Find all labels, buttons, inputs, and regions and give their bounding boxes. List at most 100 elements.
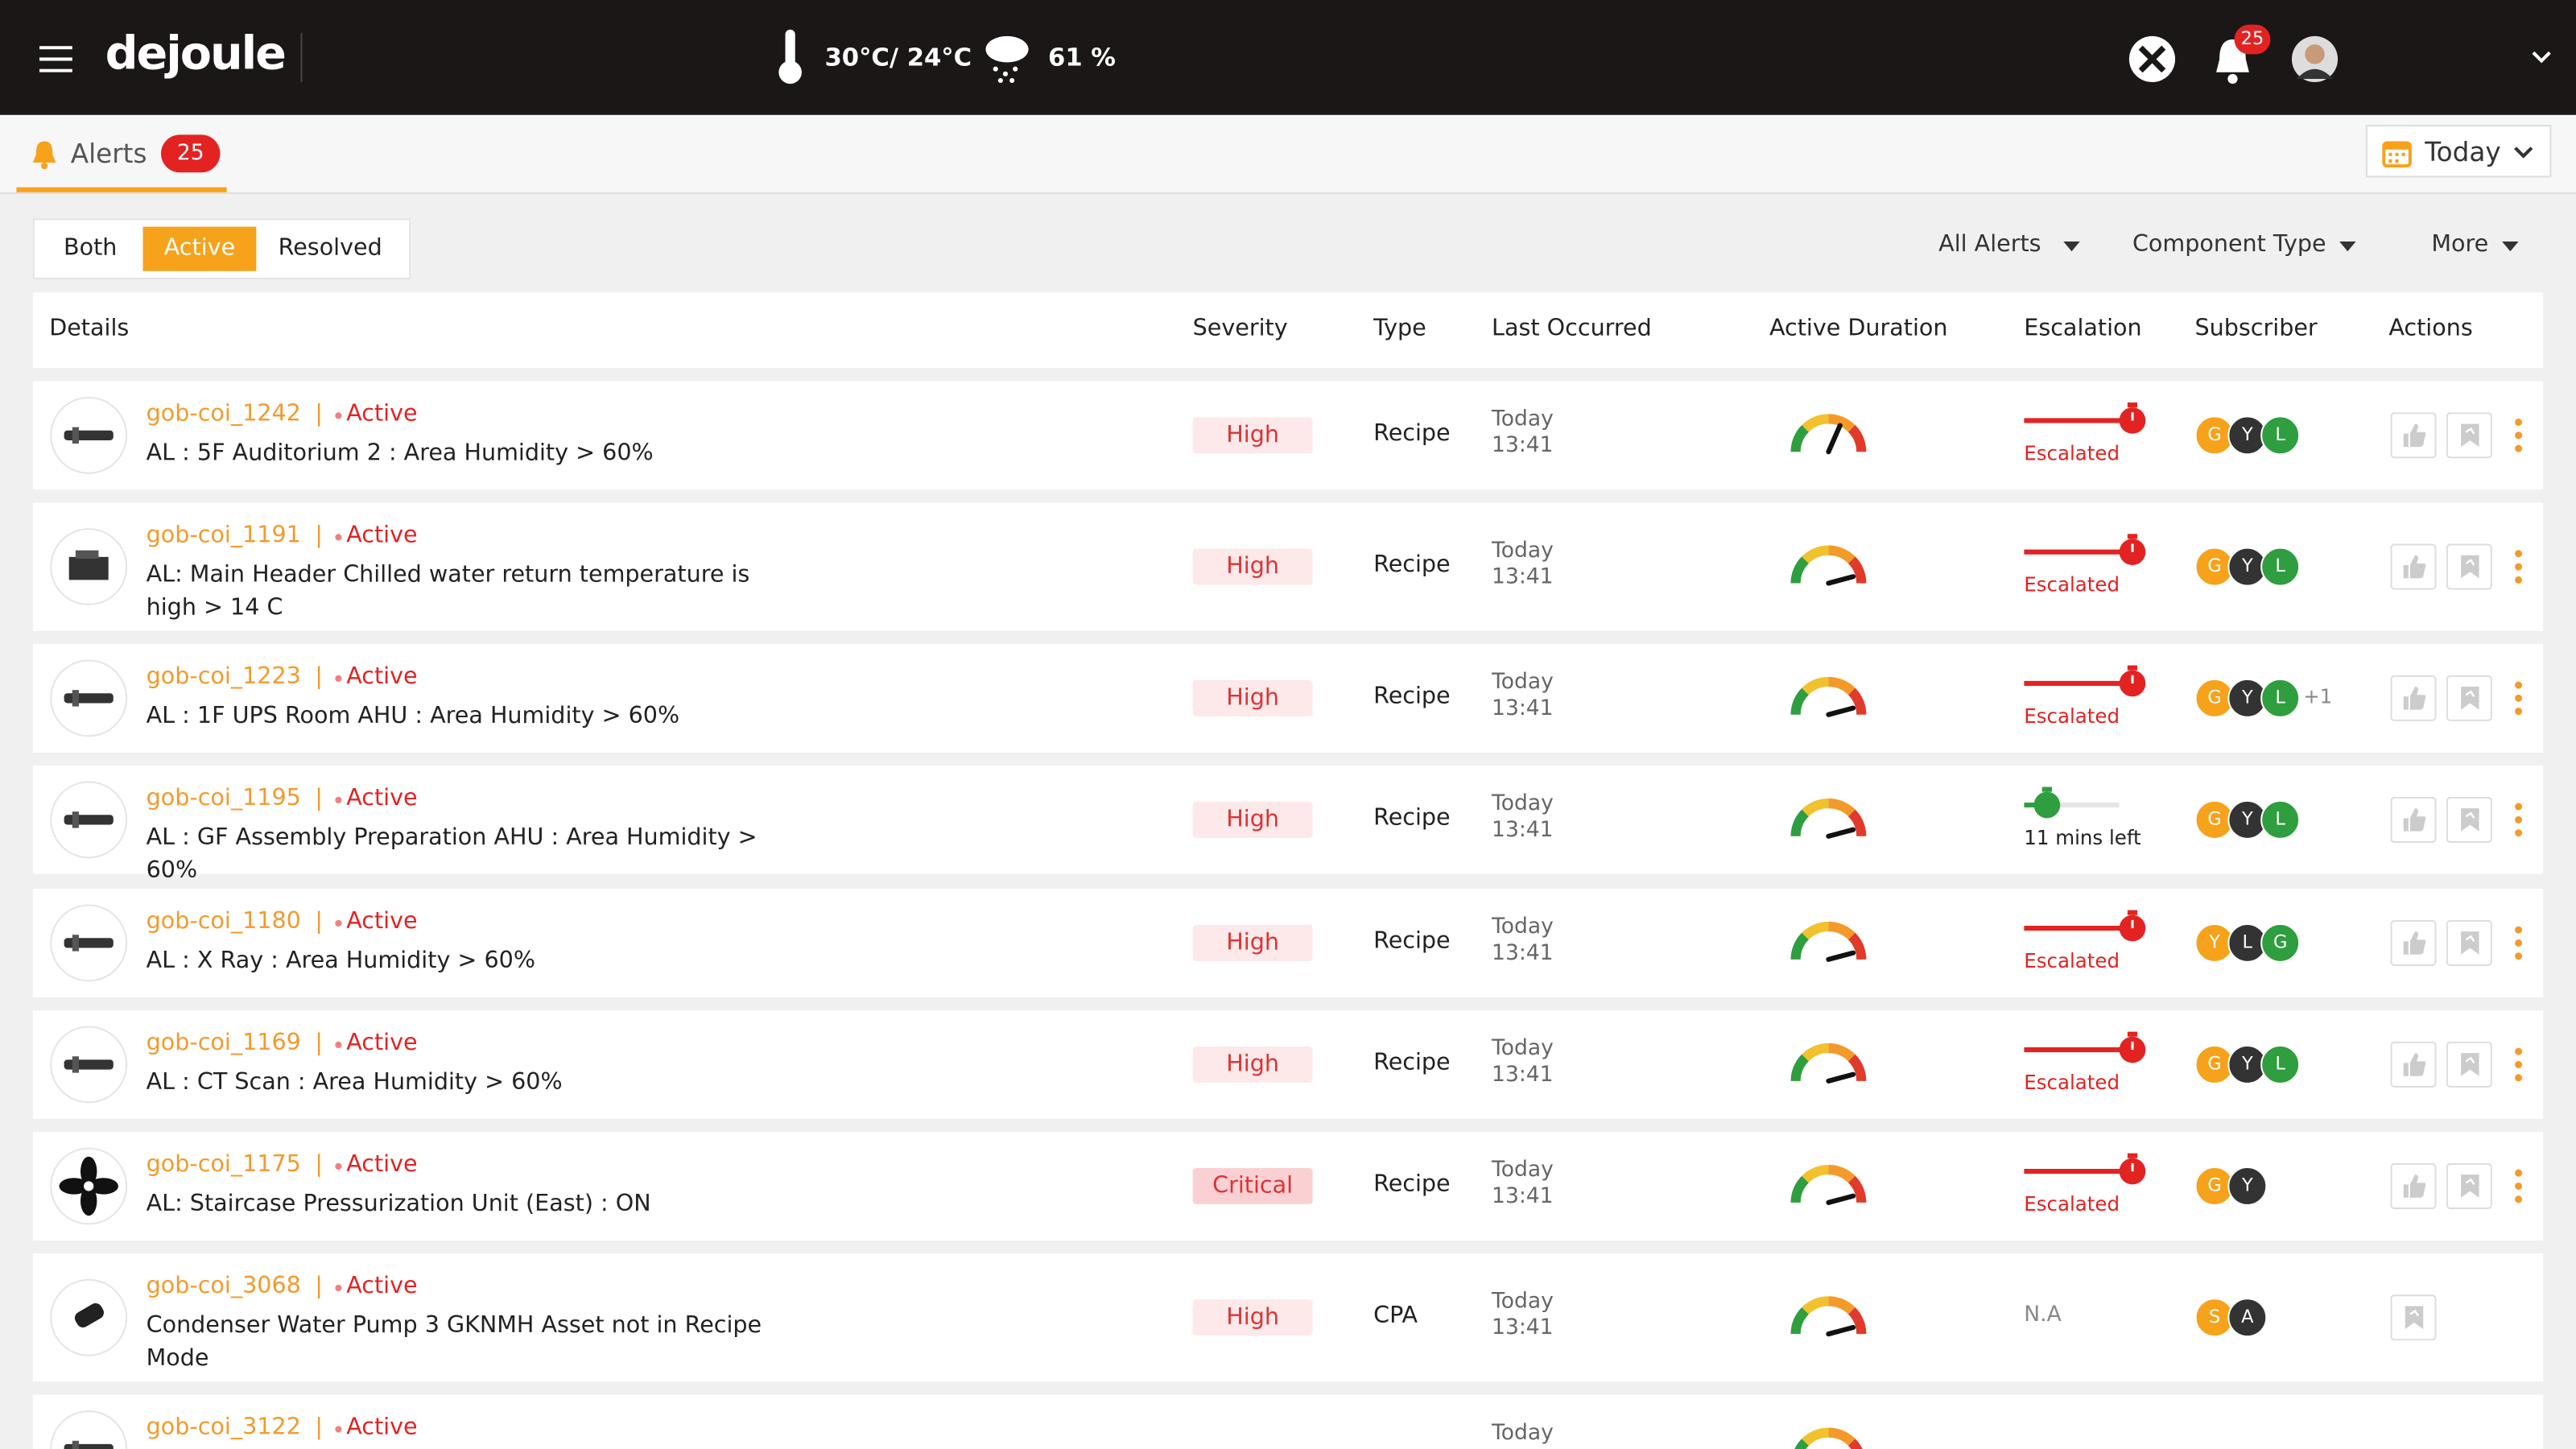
dropdown-caret bbox=[2500, 240, 2520, 253]
row-menu-button[interactable] bbox=[2512, 1168, 2524, 1204]
status-filter-option[interactable]: Both bbox=[64, 234, 118, 262]
alert-type: Recipe bbox=[1373, 928, 1451, 955]
alert-id[interactable]: gob-coi_1223 bbox=[146, 663, 301, 691]
status-filter-option[interactable]: Resolved bbox=[278, 234, 382, 262]
flag-button[interactable] bbox=[2446, 675, 2492, 721]
acknowledge-button[interactable] bbox=[2390, 796, 2437, 843]
alert-id[interactable]: gob-coi_1180 bbox=[146, 908, 301, 935]
asset-icon-part bbox=[72, 1440, 79, 1449]
alert-id[interactable]: gob-coi_1175 bbox=[146, 1151, 301, 1179]
duration-gauge-part bbox=[1828, 676, 1856, 696]
acknowledge-button-part bbox=[2390, 675, 2437, 721]
duration-gauge-part bbox=[1828, 921, 1856, 940]
alert-id[interactable]: gob-coi_3122 bbox=[146, 1414, 301, 1441]
last-occurred: 13:41 bbox=[1492, 433, 1554, 459]
asset-icon-part bbox=[84, 1181, 94, 1191]
row-menu-button[interactable] bbox=[2512, 417, 2524, 453]
duration-gauge-part bbox=[1802, 545, 1829, 564]
duration-gauge-part bbox=[1826, 827, 1856, 839]
acknowledge-button-part bbox=[2403, 1053, 2426, 1076]
flag-button[interactable] bbox=[2446, 1162, 2492, 1210]
flag-button[interactable] bbox=[2446, 1041, 2492, 1088]
asset-icon-part bbox=[50, 1026, 128, 1104]
duration-gauge-part bbox=[1802, 1427, 1829, 1447]
row-menu-button[interactable] bbox=[2512, 802, 2524, 838]
last-occurred: Today bbox=[1492, 914, 1554, 940]
menu-button[interactable] bbox=[39, 46, 76, 72]
flag-button[interactable] bbox=[2446, 919, 2492, 966]
weather-icon-part bbox=[1013, 66, 1018, 72]
row-menu-button[interactable] bbox=[2512, 925, 2524, 961]
last-occurred: Today bbox=[1492, 1290, 1554, 1315]
escalation-bar-part bbox=[2024, 1031, 2146, 1063]
flag-button[interactable] bbox=[2390, 1294, 2437, 1341]
asset-icon-part bbox=[89, 1178, 118, 1195]
alert-id[interactable]: gob-coi_1195 bbox=[146, 785, 301, 812]
divider bbox=[300, 32, 303, 83]
alerts-tab-count: 25 bbox=[160, 134, 221, 173]
acknowledge-button[interactable] bbox=[2390, 919, 2437, 966]
subscriber-avatar: L bbox=[2260, 547, 2301, 587]
flag-button[interactable] bbox=[2446, 412, 2492, 459]
row-menu-button-part bbox=[2515, 926, 2523, 934]
escalation-bar-part bbox=[2033, 791, 2061, 819]
last-occurred: 13:41 bbox=[1492, 1315, 1554, 1341]
escalation-bar bbox=[2024, 786, 2122, 822]
duration-gauge-part bbox=[1847, 1054, 1867, 1082]
escalation-status: Escalated bbox=[2024, 949, 2120, 973]
row-menu-button-part bbox=[2515, 829, 2523, 837]
user-avatar[interactable] bbox=[2290, 35, 2339, 84]
alert-id[interactable]: gob-coi_1169 bbox=[146, 1030, 301, 1057]
row-menu-button-part bbox=[2515, 576, 2523, 584]
acknowledge-button[interactable] bbox=[2390, 543, 2437, 590]
alert-row bbox=[32, 1394, 2544, 1449]
acknowledge-button-part bbox=[2390, 796, 2437, 843]
acknowledge-button[interactable] bbox=[2390, 675, 2437, 721]
tools-button[interactable] bbox=[2128, 35, 2177, 84]
escalation-bar-part bbox=[2024, 786, 2120, 819]
filter-dropdown[interactable]: All Alerts bbox=[1938, 231, 2041, 258]
duration-gauge-part bbox=[1790, 921, 1867, 962]
duration-gauge-part bbox=[1790, 1164, 1867, 1205]
duration-gauge-part bbox=[1790, 1175, 1810, 1203]
severity-badge: Critical bbox=[1192, 1168, 1313, 1204]
row-menu-button-part bbox=[2515, 444, 2523, 452]
subscriber-avatar: L bbox=[2260, 415, 2301, 456]
acknowledge-button[interactable] bbox=[2390, 1041, 2437, 1088]
account-menu-chevron[interactable] bbox=[2530, 49, 2553, 65]
date-filter-chevron-part bbox=[2514, 147, 2533, 159]
flag-button-part bbox=[2446, 796, 2492, 843]
flag-button-part bbox=[2446, 1162, 2492, 1210]
alerts-tab-underline bbox=[16, 187, 227, 192]
escalation-bar-part bbox=[2127, 1153, 2138, 1158]
calendar-icon-part bbox=[2395, 159, 2399, 163]
alert-type: Recipe bbox=[1373, 1171, 1451, 1198]
row-menu-button-part bbox=[2515, 681, 2523, 716]
duration-gauge bbox=[1787, 1160, 1869, 1209]
alert-id[interactable]: gob-coi_1191 bbox=[146, 522, 301, 549]
asset-icon bbox=[49, 658, 128, 737]
flag-button[interactable] bbox=[2446, 796, 2492, 843]
acknowledge-button[interactable] bbox=[2390, 412, 2437, 459]
filter-dropdown[interactable]: Component Type bbox=[2132, 231, 2326, 258]
duration-gauge-part bbox=[1828, 1042, 1856, 1062]
acknowledge-button[interactable] bbox=[2390, 1162, 2437, 1210]
flag-button[interactable] bbox=[2446, 543, 2492, 590]
escalation-bar-part bbox=[2119, 407, 2146, 434]
escalation-status: Escalated bbox=[2024, 441, 2120, 465]
row-menu-button-part bbox=[2515, 708, 2523, 716]
separator: | bbox=[315, 522, 324, 549]
row-menu-button[interactable] bbox=[2512, 680, 2524, 716]
escalation-bar-part bbox=[2024, 665, 2146, 697]
row-menu-button[interactable] bbox=[2512, 1046, 2524, 1083]
alert-type: CPA bbox=[1373, 1302, 1418, 1330]
alert-id[interactable]: gob-coi_3068 bbox=[146, 1273, 301, 1300]
status-filter-option[interactable]: Active bbox=[142, 226, 257, 271]
row-menu-button[interactable] bbox=[2512, 549, 2524, 585]
alert-id[interactable]: gob-coi_1242 bbox=[146, 400, 301, 427]
severity-badge: High bbox=[1192, 548, 1313, 585]
weather-icon-part bbox=[1002, 71, 1009, 76]
acknowledge-button-part bbox=[2403, 555, 2426, 579]
filter-dropdown[interactable]: More bbox=[2431, 231, 2489, 258]
acknowledge-button-part bbox=[2390, 1041, 2437, 1088]
